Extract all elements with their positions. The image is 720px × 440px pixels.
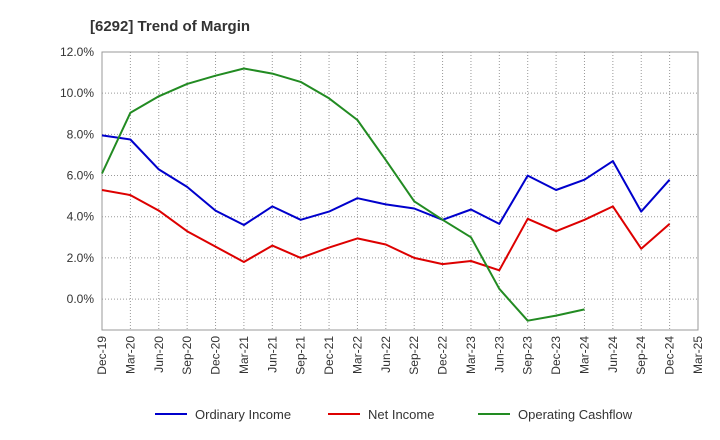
y-tick-label: 8.0% bbox=[67, 127, 95, 141]
x-tick-label: Mar-21 bbox=[237, 336, 251, 374]
series-line bbox=[101, 134, 671, 226]
x-tick-label: Mar-20 bbox=[123, 336, 137, 374]
x-tick-label: Jun-23 bbox=[492, 336, 506, 373]
legend-item: Operating Cashflow bbox=[478, 407, 633, 422]
legend-item: Net Income bbox=[328, 407, 434, 422]
series-line bbox=[101, 67, 585, 322]
legend-label: Operating Cashflow bbox=[518, 407, 633, 422]
series-net-income bbox=[101, 189, 671, 272]
y-tick-label: 4.0% bbox=[67, 210, 95, 224]
x-tick-label: Mar-25 bbox=[691, 336, 705, 374]
x-tick-label: Dec-19 bbox=[95, 336, 109, 375]
legend-label: Ordinary Income bbox=[195, 407, 291, 422]
axes: 0.0% 2.0% 4.0% 6.0% 8.0% 10.0% 12.0% Dec-19 Mar-… bbox=[60, 45, 705, 375]
chart-title: [6292] Trend of Margin bbox=[90, 18, 250, 35]
x-tick-label: Jun-22 bbox=[379, 336, 393, 373]
x-tick-label: Sep-21 bbox=[294, 336, 308, 375]
series-operating-cashflow bbox=[101, 67, 585, 322]
x-tick-label: Mar-22 bbox=[350, 336, 364, 374]
x-tick-label: Jun-21 bbox=[265, 336, 279, 373]
y-tick-label: 6.0% bbox=[67, 169, 95, 183]
x-tick-label: Mar-24 bbox=[577, 336, 591, 374]
x-tick-label: Sep-22 bbox=[407, 336, 421, 375]
series-ordinary-income bbox=[101, 134, 671, 226]
legend: Ordinary Income Net Income Operating Cashf… bbox=[155, 407, 633, 422]
y-tick-label: 0.0% bbox=[67, 292, 95, 306]
y-tick-label: 10.0% bbox=[60, 86, 94, 100]
x-tick-label: Jun-24 bbox=[606, 336, 620, 373]
grid bbox=[101, 51, 699, 330]
x-tick-label: Mar-23 bbox=[464, 336, 478, 374]
x-tick-label: Sep-20 bbox=[180, 336, 194, 375]
x-tick-label: Jun-20 bbox=[152, 336, 166, 373]
x-tick-label: Dec-21 bbox=[322, 336, 336, 375]
y-tick-label: 12.0% bbox=[60, 45, 94, 59]
x-tick-label: Dec-24 bbox=[663, 336, 677, 375]
y-tick-label: 2.0% bbox=[67, 251, 95, 265]
series-lines bbox=[101, 67, 671, 322]
x-tick-label: Sep-23 bbox=[521, 336, 535, 375]
x-tick-label: Dec-22 bbox=[436, 336, 450, 375]
legend-item: Ordinary Income bbox=[155, 407, 291, 422]
legend-label: Net Income bbox=[368, 407, 434, 422]
x-tick-label: Sep-24 bbox=[634, 336, 648, 375]
series-line bbox=[101, 189, 671, 272]
x-tick-label: Dec-23 bbox=[549, 336, 563, 375]
x-tick-label: Dec-20 bbox=[209, 336, 223, 375]
